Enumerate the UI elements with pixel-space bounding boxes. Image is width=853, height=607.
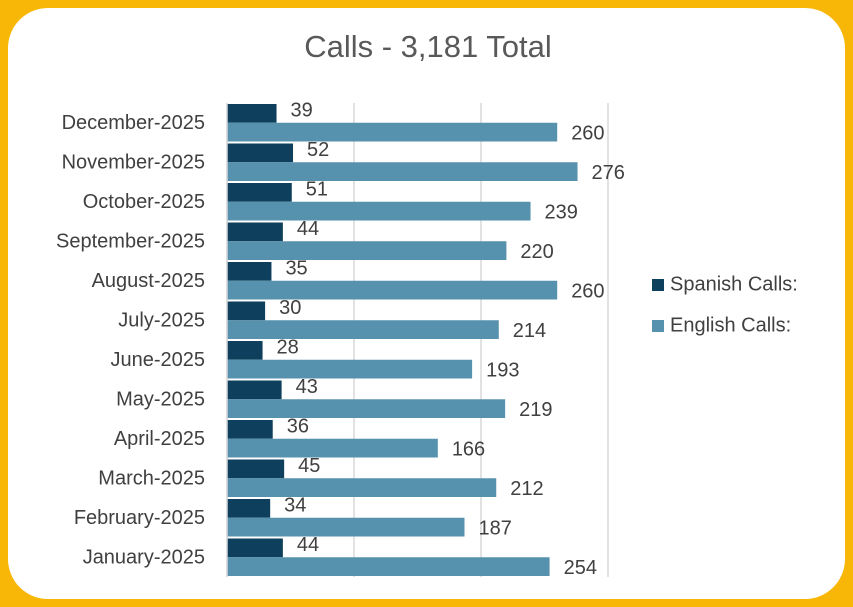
data-label: 260	[571, 122, 604, 144]
bar	[227, 262, 272, 281]
y-tick-label: August-2025	[92, 270, 205, 292]
bar	[227, 320, 499, 339]
bar	[227, 222, 283, 242]
data-label: 214	[513, 320, 546, 342]
data-label: 193	[486, 359, 519, 381]
y-tick-label: December-2025	[62, 112, 205, 134]
data-label: 219	[519, 399, 552, 421]
bar	[227, 301, 266, 321]
y-tick-label: March-2025	[98, 468, 205, 490]
data-label: 28	[277, 337, 299, 359]
bar	[227, 341, 263, 360]
data-label: 39	[291, 100, 313, 122]
data-label: 239	[545, 201, 578, 223]
bar	[227, 280, 558, 300]
bar	[227, 399, 506, 418]
y-tick-label: February-2025	[74, 507, 205, 529]
chart-title: Calls - 3,181 Total	[304, 29, 552, 64]
legend-swatch	[652, 320, 664, 332]
data-label: 187	[478, 517, 511, 539]
bar	[227, 499, 271, 518]
bar	[227, 104, 277, 123]
bar	[227, 557, 550, 576]
data-label: 34	[284, 495, 306, 517]
data-label: 43	[296, 376, 318, 398]
panel	[8, 8, 845, 599]
data-label: 44	[297, 534, 319, 556]
data-label: 30	[279, 297, 301, 319]
data-label: 36	[287, 416, 309, 438]
data-label: 44	[297, 218, 319, 240]
legend-label: Spanish Calls:	[670, 273, 798, 295]
legend-swatch	[652, 279, 664, 291]
bar	[227, 122, 558, 142]
bar	[227, 183, 292, 202]
data-label: 212	[510, 478, 543, 500]
bar	[227, 459, 285, 479]
bar	[227, 538, 283, 558]
y-tick-label: June-2025	[110, 349, 205, 371]
y-tick-label: September-2025	[56, 231, 205, 253]
bar	[227, 201, 531, 221]
y-tick-label: November-2025	[62, 152, 205, 174]
bar	[227, 478, 497, 497]
data-label: 220	[520, 241, 553, 263]
data-label: 254	[564, 557, 597, 579]
bar	[227, 517, 465, 537]
y-tick-label: May-2025	[116, 389, 205, 411]
data-label: 35	[285, 258, 307, 280]
legend-label: English Calls:	[670, 314, 791, 336]
y-tick-label: April-2025	[114, 428, 205, 450]
bar	[227, 359, 473, 379]
data-label: 260	[571, 280, 604, 302]
data-label: 51	[306, 179, 328, 201]
y-tick-label: July-2025	[118, 310, 205, 332]
bar	[227, 162, 578, 181]
bar	[227, 438, 438, 458]
bar	[227, 241, 507, 260]
y-tick-label: October-2025	[83, 191, 205, 213]
bar	[227, 143, 294, 163]
bar	[227, 420, 273, 439]
data-label: 276	[592, 162, 625, 184]
data-label: 45	[298, 455, 320, 477]
data-label: 52	[307, 139, 329, 161]
y-tick-label: January-2025	[83, 547, 205, 569]
bar	[227, 380, 282, 400]
data-label: 166	[452, 438, 485, 460]
